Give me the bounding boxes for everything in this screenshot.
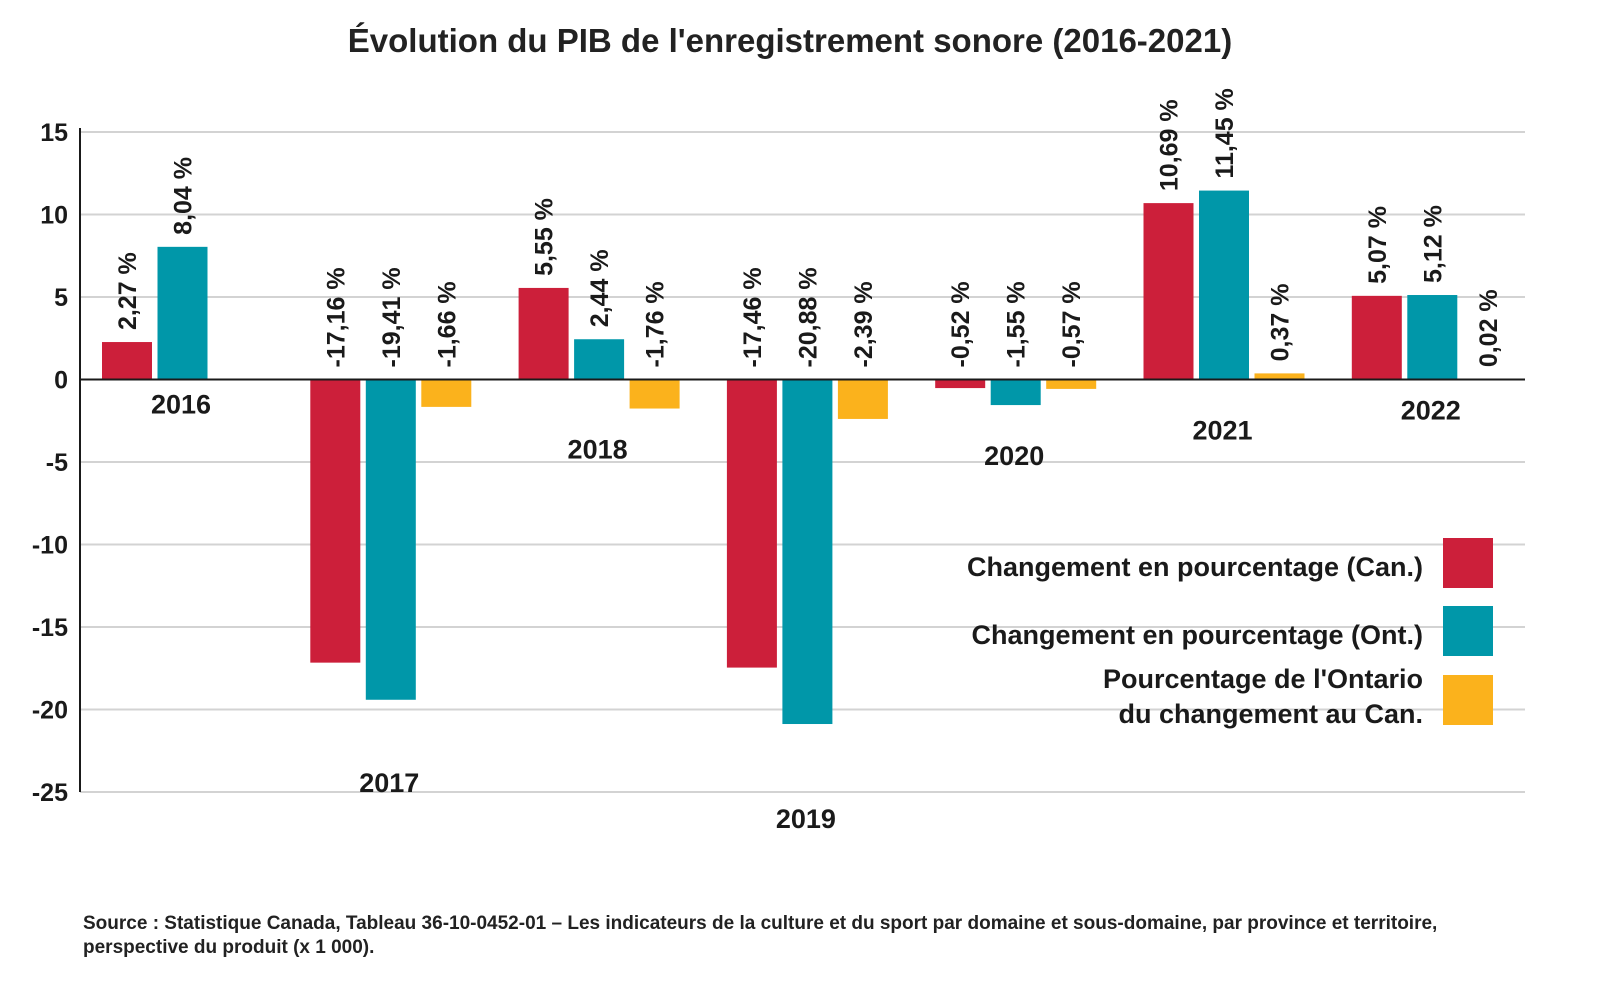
bar bbox=[157, 246, 208, 380]
data-label: -17,16 % bbox=[322, 267, 350, 367]
bar bbox=[421, 379, 472, 407]
legend-swatch bbox=[1443, 538, 1493, 588]
bar bbox=[837, 379, 888, 419]
data-label: 11,45 % bbox=[1211, 88, 1239, 178]
y-tick-label: 0 bbox=[54, 367, 68, 395]
data-label: 2,27 % bbox=[114, 252, 142, 330]
y-tick-label: -5 bbox=[46, 449, 68, 477]
data-label: 10,69 % bbox=[1156, 99, 1184, 191]
data-label: 5,55 % bbox=[531, 198, 559, 276]
y-tick-label: 5 bbox=[54, 284, 68, 312]
data-label: -1,76 % bbox=[642, 281, 670, 367]
bar-chart: 15 10 5 0 -5 -10 -15 -20 -25 2,27 % 8,04 % 2016 -17… bbox=[32, 88, 1525, 834]
legend-label: du changement au Can. bbox=[1118, 699, 1423, 729]
bar bbox=[574, 339, 625, 380]
legend-label: Changement en pourcentage (Can.) bbox=[967, 552, 1423, 582]
legend-label: Changement en pourcentage (Ont.) bbox=[971, 620, 1423, 650]
bar bbox=[365, 379, 416, 700]
y-tick-label: -25 bbox=[32, 779, 68, 807]
data-label: -0,57 % bbox=[1058, 281, 1086, 367]
category-label: 2017 bbox=[359, 768, 419, 798]
data-label: 8,04 % bbox=[170, 157, 198, 235]
bars bbox=[102, 190, 1458, 725]
bar bbox=[518, 287, 569, 380]
data-label: 0,37 % bbox=[1267, 284, 1295, 362]
chart-title: Évolution du PIB de l'enregistrement son… bbox=[347, 22, 1233, 59]
data-label: 5,12 % bbox=[1419, 205, 1447, 283]
legend-swatch bbox=[1443, 606, 1493, 656]
y-tick-label: -15 bbox=[32, 614, 68, 642]
bar bbox=[310, 379, 361, 663]
data-label: -20,88 % bbox=[794, 267, 822, 367]
category-label: 2019 bbox=[776, 804, 836, 834]
data-label: 2,44 % bbox=[586, 249, 614, 327]
category-label: 2016 bbox=[151, 390, 211, 420]
y-tick-label: 15 bbox=[40, 119, 68, 147]
legend: Changement en pourcentage (Can.) Changeme… bbox=[967, 538, 1493, 729]
bar bbox=[1351, 295, 1402, 380]
bar bbox=[726, 379, 777, 668]
bar bbox=[1254, 373, 1305, 380]
category-label: 2021 bbox=[1192, 416, 1252, 446]
bar bbox=[782, 379, 833, 725]
bar bbox=[935, 379, 986, 389]
y-tick-label: -10 bbox=[32, 532, 68, 560]
bar bbox=[629, 379, 680, 409]
data-label: -0,52 % bbox=[947, 281, 975, 367]
data-label: -17,46 % bbox=[739, 267, 767, 367]
bar bbox=[990, 379, 1041, 406]
category-label: 2022 bbox=[1401, 396, 1461, 426]
legend-label: Pourcentage de l'Ontario bbox=[1103, 664, 1423, 694]
data-label: -1,66 % bbox=[433, 281, 461, 367]
source-note: Source : Statistique Canada, Tableau 36-… bbox=[83, 913, 1438, 958]
bar bbox=[102, 342, 152, 380]
y-tick-label: -20 bbox=[32, 697, 68, 725]
bar bbox=[1143, 203, 1194, 380]
data-label: -2,39 % bbox=[850, 281, 878, 367]
axes: 15 10 5 0 -5 -10 -15 -20 -25 bbox=[32, 119, 1525, 807]
y-tick-label: 10 bbox=[40, 202, 68, 230]
data-label: -19,41 % bbox=[378, 267, 406, 367]
bar bbox=[1046, 379, 1097, 389]
category-label: 2018 bbox=[568, 435, 628, 465]
data-labels: 2,27 % 8,04 % 2016 -17,16 % -19,41 % -1,66 % 2… bbox=[114, 88, 1503, 834]
bar bbox=[1407, 295, 1458, 380]
category-label: 2020 bbox=[984, 441, 1044, 471]
data-label: 5,07 % bbox=[1364, 206, 1392, 284]
data-label: -1,55 % bbox=[1003, 281, 1031, 367]
data-label: 0,02 % bbox=[1475, 289, 1503, 367]
legend-swatch bbox=[1443, 675, 1493, 725]
bar bbox=[1199, 190, 1249, 380]
